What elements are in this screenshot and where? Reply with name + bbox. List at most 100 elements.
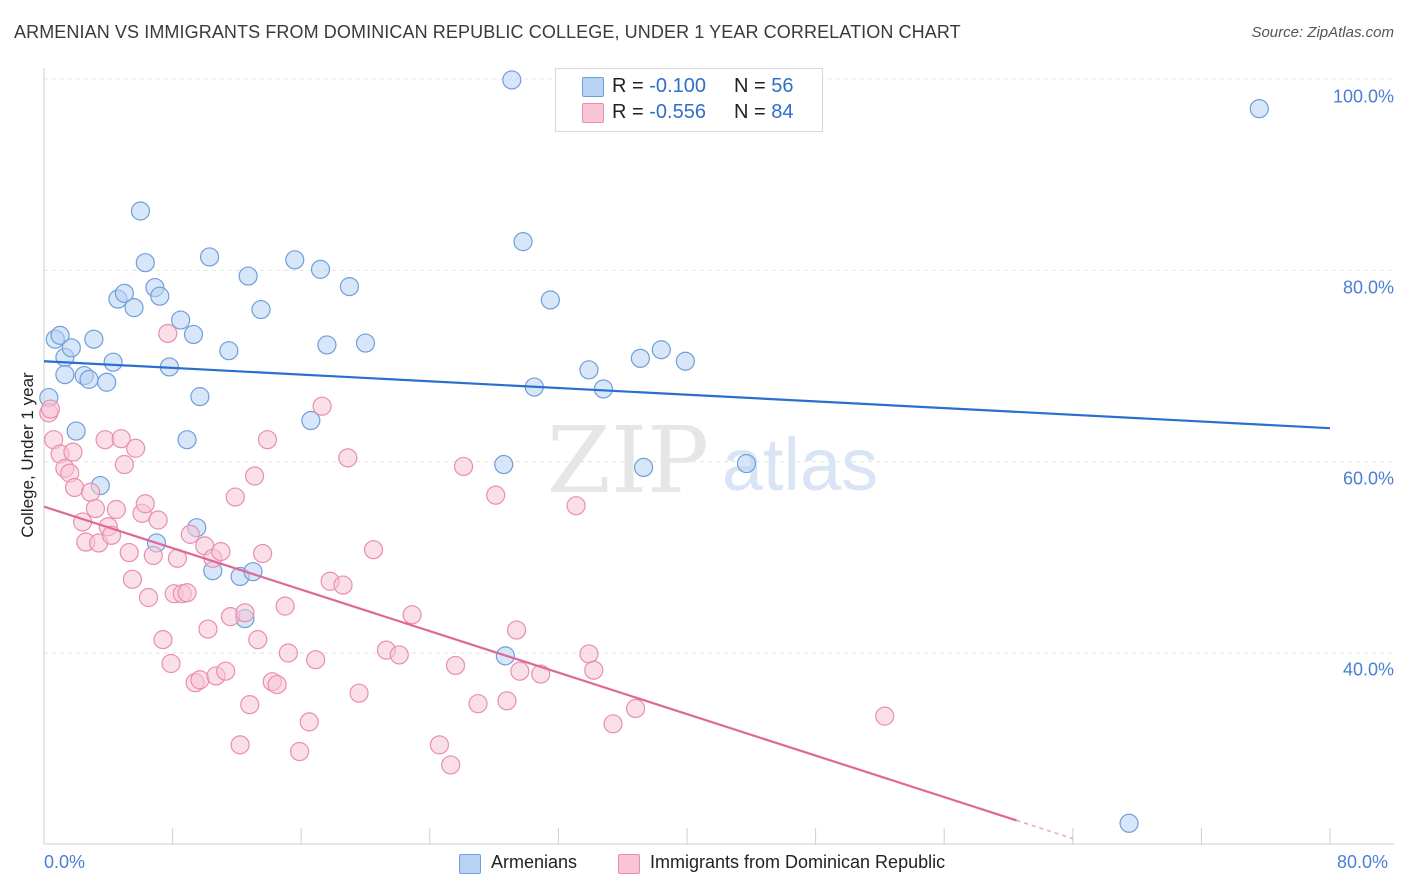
armenian-point [1249, 99, 1269, 119]
dominican-point [497, 691, 517, 711]
armenian-point [124, 298, 144, 318]
dominican-point [148, 510, 168, 530]
armenian-point [494, 454, 514, 475]
dominican-point [275, 596, 295, 616]
dominican-point [64, 477, 85, 498]
armenian-point [171, 310, 191, 330]
dominican-point [161, 653, 181, 674]
dominican-point [441, 755, 461, 775]
y-tick-60: 60.0% [1342, 468, 1394, 489]
y-tick-80: 80.0% [1342, 277, 1394, 298]
armenian-point [199, 247, 220, 267]
dominican-point [235, 603, 255, 623]
dominican-point [584, 660, 604, 680]
dominican-point [299, 712, 319, 732]
bottom-legend-swatch-pink [618, 854, 640, 874]
y-tick-40: 40.0% [1342, 659, 1394, 680]
armenian-point [651, 340, 671, 360]
dominican-point [180, 524, 200, 544]
dominican-point [333, 575, 353, 595]
armenian-point [502, 70, 522, 90]
y-axis-label: College, Under 1 year [18, 372, 37, 538]
dominican-point [177, 583, 197, 603]
legend-n-value: 84 [771, 101, 794, 123]
dominican-point [363, 540, 384, 560]
chart-title: ARMENIAN VS IMMIGRANTS FROM DOMINICAN RE… [14, 22, 961, 42]
dominican-point [349, 683, 369, 703]
dominican-point [126, 438, 146, 458]
armenian-point [285, 250, 305, 270]
dominican-point [85, 498, 106, 519]
armenian-point [310, 259, 331, 279]
armenian-point [177, 430, 197, 450]
dominican-trend-extension [1016, 819, 1074, 840]
dominican-point [230, 735, 250, 755]
legend-r-label: R = [612, 101, 650, 123]
legend-n-label: N = [734, 75, 772, 97]
legend-r-value: -0.100 [649, 75, 706, 97]
dominican-point [138, 587, 159, 608]
armenian-point [61, 338, 81, 358]
armenian-point [150, 286, 170, 306]
dominican-point [625, 698, 646, 719]
armenian-point [540, 290, 560, 310]
dominican-point [402, 605, 422, 625]
armenian-point [79, 369, 99, 389]
x-tick-0: 0.0% [44, 852, 86, 872]
legend-swatch-blue [582, 77, 604, 97]
dominican-point [603, 714, 623, 734]
dominican-point [429, 735, 450, 755]
dominican-point [531, 664, 551, 684]
dominican-point [153, 630, 173, 650]
dominican-point [216, 661, 236, 681]
legend-r-value: -0.556 [649, 101, 706, 123]
legend-swatch-pink [582, 103, 604, 123]
dominican-point [240, 695, 260, 715]
dominican-point [122, 569, 143, 589]
armenian-trend-line [43, 360, 1331, 430]
dominican-point [306, 650, 326, 670]
dominican-point [468, 694, 488, 714]
dominican-point [225, 487, 245, 507]
dominican-point [143, 545, 163, 566]
legend-n-label: N = [734, 101, 772, 123]
armenian-point [251, 299, 271, 320]
chart-source: Source: ZipAtlas.com [1251, 24, 1394, 41]
armenian-point [513, 232, 533, 252]
armenian-point [633, 457, 654, 478]
armenian-point [114, 283, 134, 303]
armenian-point [630, 348, 650, 368]
dominican-point [111, 429, 131, 449]
dominican-point [40, 399, 61, 419]
bottom-legend-label: Immigrants from Dominican Republic [650, 852, 946, 872]
dominican-point [106, 499, 126, 520]
dominican-point [445, 655, 466, 676]
dominican-trend-line [43, 505, 1017, 822]
dominican-point [114, 454, 134, 475]
dominican-point [875, 706, 895, 726]
dominican-point [95, 430, 115, 450]
dominican-point [63, 442, 83, 462]
armenian-point [355, 333, 376, 353]
dominican-point [211, 541, 231, 562]
dominican-point [248, 630, 268, 650]
armenian-point [339, 276, 360, 297]
armenian-point [219, 341, 239, 361]
armenian-point [66, 421, 86, 441]
dominican-point [312, 396, 332, 416]
armenian-point [301, 410, 321, 431]
y-tick-100: 100.0% [1332, 86, 1394, 107]
legend-r-label: R = [612, 75, 650, 97]
dominican-point [579, 644, 599, 664]
armenian-point [579, 360, 599, 380]
dominican-point [510, 661, 530, 681]
dominican-point [389, 645, 409, 665]
armenian-point [183, 324, 204, 345]
armenian-point [130, 201, 151, 221]
armenian-point [103, 352, 123, 372]
armenian-point [190, 387, 210, 407]
armenian-point [736, 453, 757, 474]
dominican-point [267, 674, 287, 695]
bottom-legend-label: Armenians [491, 852, 578, 872]
